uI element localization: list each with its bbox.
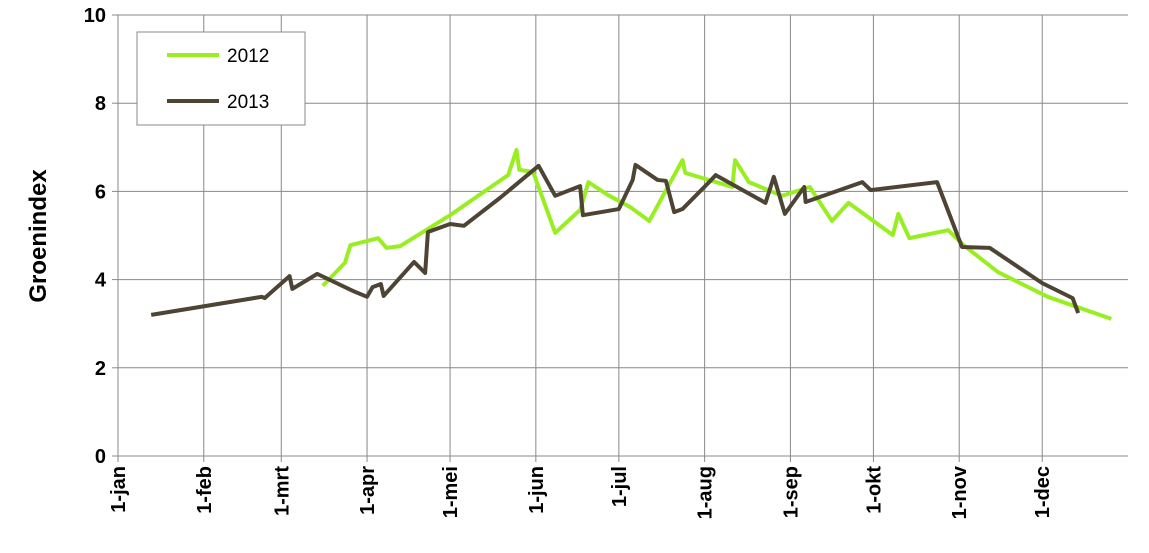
y-tick-label: 6 (95, 181, 106, 203)
legend-label: 2012 (227, 46, 269, 67)
x-tick-label: 1-okt (863, 466, 885, 514)
y-tick-label: 8 (95, 93, 106, 115)
x-tick-label: 1-apr (357, 466, 379, 515)
x-tick-label: 1-mei (440, 466, 462, 518)
y-tick-label: 0 (95, 446, 106, 468)
y-tick-label: 4 (95, 270, 107, 292)
x-tick-label: 1-sep (780, 466, 802, 518)
x-tick-label: 1-aug (695, 466, 717, 519)
x-tick-label: 1-jun (526, 466, 548, 514)
y-tick-label: 2 (95, 358, 106, 380)
x-tick-label: 1-nov (949, 465, 971, 519)
line (150, 162, 1081, 317)
legend-label: 2013 (227, 92, 269, 113)
legend-box (136, 31, 306, 126)
line (321, 147, 1113, 321)
x-tick-label: 1-dec (1032, 466, 1054, 518)
y-tick-label: 10 (84, 5, 106, 27)
x-tick-label: 1-mrt (271, 466, 293, 516)
x-tick-label: 1-jan (108, 466, 130, 513)
x-tick-label: 1-jul (609, 466, 631, 507)
y-axis-title: Groenindex (25, 169, 52, 303)
x-tick-label: 1-feb (194, 466, 216, 514)
